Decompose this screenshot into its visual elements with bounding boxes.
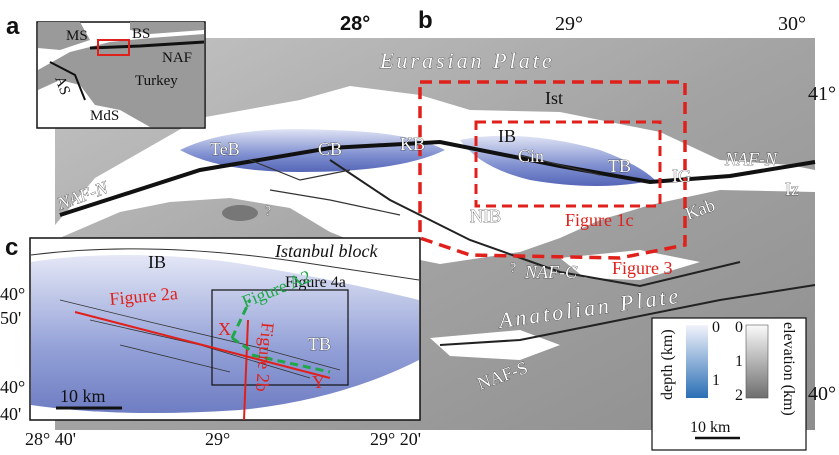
scale-label: 10 km [690,419,731,436]
lat-tick: 40° [0,377,25,397]
lon-tick: 29° [555,13,583,35]
place-label: IB [148,252,166,272]
inset-box [97,39,130,56]
inset-label: NAF [162,50,192,66]
inset-label: AS [51,74,73,98]
naf-north [59,139,816,217]
naf-south [439,284,816,346]
fault-label: NAF-N [724,149,778,169]
lat-tick: 41° [808,83,836,105]
legend-title: elevation (km) [780,322,797,416]
legend-tick: 2 [735,387,743,404]
place-label: CB [318,139,342,159]
panel-c-coast [30,248,420,281]
place-label: IG [672,166,691,186]
place-label: TB [308,334,331,354]
place-label: Iz [785,179,799,199]
figure-ref: Figure 3 [612,258,673,278]
place-label: KB [400,134,425,154]
legend-tick: 0 [735,319,743,336]
place-label: TeB [210,139,240,159]
elevation-bar [745,324,769,399]
faults [249,154,601,216]
section-end: Y [312,372,325,392]
question-mark: ? [265,204,271,219]
fault-label: NAF-C [524,262,578,282]
figure-ref: Figure 1c [565,210,633,230]
depth-bar [686,325,708,398]
legend-tick: 0 [712,319,720,336]
panel-label: c [5,234,18,261]
lon-tick: 29° 20' [370,429,421,449]
legend-title: depth (km) [659,329,676,400]
inset-label: Turkey [135,73,178,89]
inset-label: BS [132,26,150,42]
lon-tick: 28° [340,13,370,35]
legend-frame [651,317,807,451]
place-label: NIB [470,206,501,226]
island [222,205,258,221]
inset-fault [49,61,86,101]
inset-fault [89,40,205,50]
section-end: X [218,319,231,339]
figure-2a-line [74,311,331,379]
lon-tick: 28° 40' [25,429,76,449]
figure-1c-box [474,120,662,208]
legend-tick: 1 [712,372,720,389]
panel-c: IB Istanbul block TB X Y Figure 4a Figur… [0,234,421,449]
figure-4a-box [211,289,349,386]
question-mark: ? [510,261,516,276]
legend-tick: 1 [735,353,743,370]
panel-label: b [418,7,433,34]
sea-of-marmara [55,86,815,264]
lat-tick: 40° [0,284,25,304]
inset-land [38,34,204,127]
lon-tick: 29° [205,429,230,449]
panel-label: a [6,13,20,40]
panel-c-basin [31,255,419,414]
place-label: Ist [545,88,563,108]
inset-label: MdS [90,108,119,124]
place-label: TB [608,156,631,176]
place-label: Istanbul block [274,241,378,261]
place-label: Cin [518,146,544,166]
scale-label: 10 km [60,386,106,406]
lat-tick: 40' [0,404,21,424]
plate-label: Eurasian Plate [379,48,555,73]
legend: depth (km) 0 1 0 1 2 elevation (km) 10 k… [651,317,807,451]
inset-land [38,22,204,50]
figure-2b-line [243,319,249,421]
figure-3-box [418,80,687,260]
figure-ref: Figure 4a [285,274,346,291]
figure-a2-line [230,299,331,374]
lat-tick: 40° [808,383,836,405]
inset-label: MS [66,28,88,44]
lat-tick: 50' [0,308,21,328]
lon-tick: 30° [778,13,806,35]
place-label: IB [498,126,516,146]
inset-a: MS BS NAF AS Turkey MdS a [6,13,206,129]
